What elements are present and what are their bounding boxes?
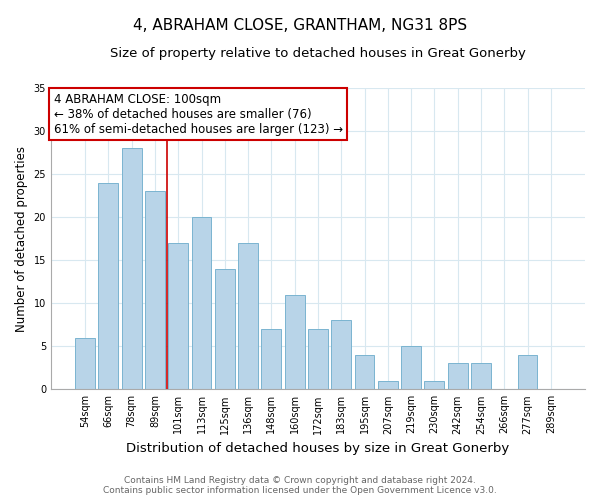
Bar xyxy=(122,148,142,390)
Bar xyxy=(355,355,374,390)
Bar xyxy=(285,294,305,390)
Text: 4, ABRAHAM CLOSE, GRANTHAM, NG31 8PS: 4, ABRAHAM CLOSE, GRANTHAM, NG31 8PS xyxy=(133,18,467,32)
Bar xyxy=(331,320,351,390)
Bar xyxy=(262,329,281,390)
Bar xyxy=(448,364,467,390)
Title: Size of property relative to detached houses in Great Gonerby: Size of property relative to detached ho… xyxy=(110,48,526,60)
Text: 4 ABRAHAM CLOSE: 100sqm
← 38% of detached houses are smaller (76)
61% of semi-de: 4 ABRAHAM CLOSE: 100sqm ← 38% of detache… xyxy=(53,92,343,136)
Bar xyxy=(424,380,444,390)
Bar xyxy=(169,243,188,390)
X-axis label: Distribution of detached houses by size in Great Gonerby: Distribution of detached houses by size … xyxy=(127,442,509,455)
Bar xyxy=(145,192,165,390)
Bar xyxy=(378,380,398,390)
Bar xyxy=(75,338,95,390)
Bar xyxy=(308,329,328,390)
Bar xyxy=(191,217,211,390)
Bar xyxy=(238,243,258,390)
Bar xyxy=(98,182,118,390)
Y-axis label: Number of detached properties: Number of detached properties xyxy=(15,146,28,332)
Bar xyxy=(215,269,235,390)
Bar xyxy=(401,346,421,390)
Bar xyxy=(518,355,538,390)
Bar xyxy=(471,364,491,390)
Text: Contains HM Land Registry data © Crown copyright and database right 2024.
Contai: Contains HM Land Registry data © Crown c… xyxy=(103,476,497,495)
